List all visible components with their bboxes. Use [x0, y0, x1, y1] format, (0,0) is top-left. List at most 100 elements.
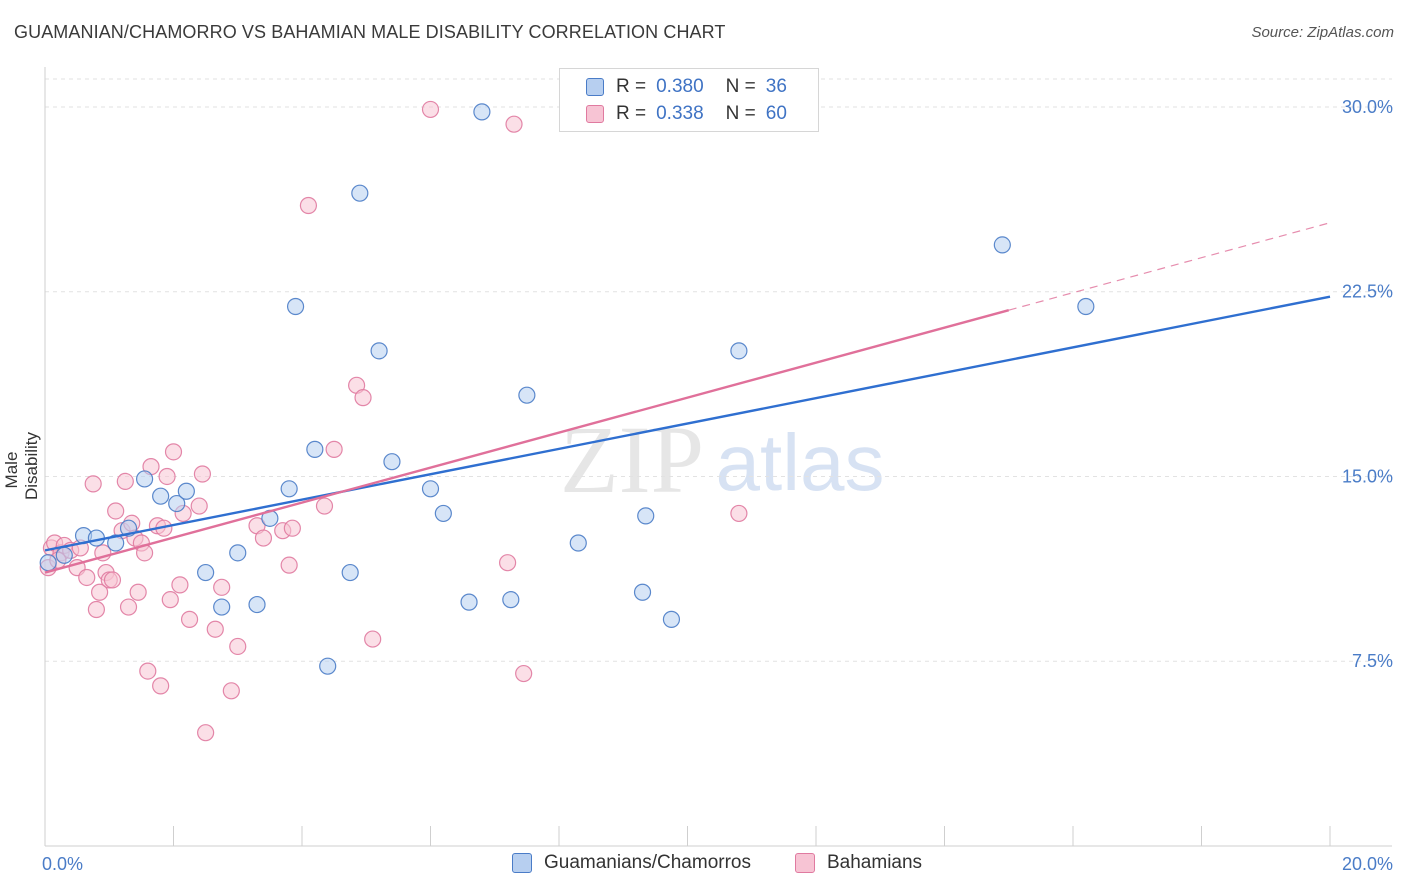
- trend-line-solid: [44, 309, 1010, 574]
- bahamian-point: [84, 475, 102, 493]
- bahamian-point: [171, 576, 189, 594]
- bahamian-point: [280, 556, 298, 574]
- legend-item-bahamians: Bahamians: [795, 852, 922, 874]
- bahamian-point: [193, 465, 212, 483]
- guamanian-point: [434, 504, 452, 523]
- legend-row-bahamians: R = 0.338 N = 60: [586, 102, 787, 126]
- guamanian-point: [107, 534, 125, 552]
- y-tick-label: 15.0%: [1342, 466, 1393, 486]
- guamanian-point: [306, 440, 324, 458]
- series-legend: Guamanians/Chamorros Bahamians: [0, 852, 1406, 878]
- bahamian-point: [254, 529, 273, 547]
- bahamian-point: [222, 682, 240, 700]
- bahamian-point: [730, 504, 748, 523]
- bahamian-point: [315, 497, 334, 515]
- trend-lines: [44, 222, 1331, 574]
- axes: [44, 67, 1392, 847]
- guamanian-point: [39, 554, 57, 572]
- bahamian-point: [119, 598, 138, 616]
- bahamian-point: [161, 591, 179, 609]
- bahamian-point: [152, 677, 170, 695]
- guamanian-point: [197, 563, 215, 582]
- guamanian-point: [730, 342, 748, 360]
- guamanian-point: [518, 386, 536, 404]
- trend-line-dashed: [1008, 222, 1331, 311]
- guamanian-point: [502, 591, 520, 609]
- legend-n-value: 36: [765, 76, 787, 97]
- watermark-atlas: atlas: [716, 418, 885, 507]
- guamanian-point: [351, 184, 369, 202]
- guamanian-point: [248, 595, 266, 614]
- guamanian-point: [286, 297, 305, 316]
- bahamian-point: [91, 583, 109, 601]
- trend-line-solid: [44, 295, 1331, 552]
- guamanian-point: [280, 480, 298, 498]
- y-tick-label: 7.5%: [1352, 651, 1393, 671]
- guamanians-points: [39, 103, 1095, 675]
- tick-labels: 7.5% 15.0% 22.5% 30.0% 0.0% 20.0%: [42, 97, 1393, 874]
- bahamian-point: [515, 664, 533, 683]
- chart-title: GUAMANIAN/CHAMORRO VS BAHAMIAN MALE DISA…: [14, 22, 726, 42]
- guamanian-point: [421, 480, 440, 498]
- guamanian-point: [213, 598, 231, 616]
- bahamian-point: [129, 583, 147, 601]
- legend-label-bahamians: Bahamians: [827, 852, 923, 873]
- bahamian-point: [299, 196, 318, 215]
- guamanian-point: [168, 494, 186, 513]
- guamanian-point: [569, 534, 587, 552]
- guamanian-point: [319, 657, 337, 675]
- bahamian-point: [107, 502, 125, 520]
- bahamian-point: [164, 443, 183, 461]
- guamanian-point: [1077, 297, 1095, 316]
- legend-r-value: 0.338: [656, 103, 704, 124]
- legend-label-guamanians: Guamanians/Chamorros: [544, 852, 751, 873]
- legend-n-label: N =: [725, 103, 756, 124]
- legend-swatch-pink: [795, 853, 815, 873]
- legend-r-label: R =: [616, 76, 647, 97]
- grid-lines: [45, 78, 1392, 662]
- bahamian-point: [325, 440, 343, 458]
- legend-r-value: 0.380: [656, 76, 704, 97]
- y-tick-label: 22.5%: [1342, 282, 1393, 302]
- y-tick-label: 30.0%: [1342, 97, 1393, 117]
- guamanian-point: [135, 470, 154, 488]
- bahamian-point: [87, 600, 106, 619]
- bahamian-point: [158, 467, 176, 486]
- bahamian-point: [190, 497, 208, 515]
- bahamian-point: [229, 637, 247, 656]
- bahamian-point: [180, 610, 199, 628]
- guamanian-point: [662, 610, 681, 628]
- bahamian-point: [197, 724, 215, 742]
- guamanian-point: [637, 507, 655, 525]
- guamanian-point: [633, 583, 652, 601]
- legend-r-label: R =: [616, 103, 647, 124]
- legend-n-value: 60: [765, 103, 787, 124]
- bahamian-point: [499, 554, 517, 572]
- guamanian-point: [460, 593, 478, 611]
- bahamian-point: [78, 568, 96, 587]
- legend-item-guamanians: Guamanians/Chamorros: [512, 852, 751, 874]
- guamanian-point: [341, 563, 359, 582]
- guamanian-point: [152, 487, 170, 505]
- guamanian-point: [383, 453, 401, 471]
- legend-row-guamanians: R = 0.380 N = 36: [586, 75, 787, 99]
- legend-swatch-pink: [586, 105, 604, 123]
- bahamian-point: [421, 100, 440, 119]
- bahamian-point: [139, 662, 157, 680]
- bahamian-point: [206, 620, 224, 638]
- legend-swatch-blue: [512, 853, 532, 873]
- guamanian-point: [177, 482, 195, 500]
- guamanian-point: [473, 103, 491, 121]
- bahamian-point: [116, 472, 134, 491]
- legend-n-label: N =: [725, 76, 756, 97]
- guamanian-point: [370, 342, 388, 360]
- bahamian-point: [354, 389, 372, 407]
- correlation-legend: R = 0.380 N = 36 R = 0.338 N = 60: [559, 68, 819, 132]
- x-tick-label: 20.0%: [1342, 854, 1393, 874]
- guamanian-point: [993, 236, 1011, 254]
- bahamian-point: [505, 115, 523, 133]
- x-tick-label: 0.0%: [42, 854, 83, 874]
- bahamian-point: [364, 630, 382, 648]
- bahamian-point: [283, 519, 301, 537]
